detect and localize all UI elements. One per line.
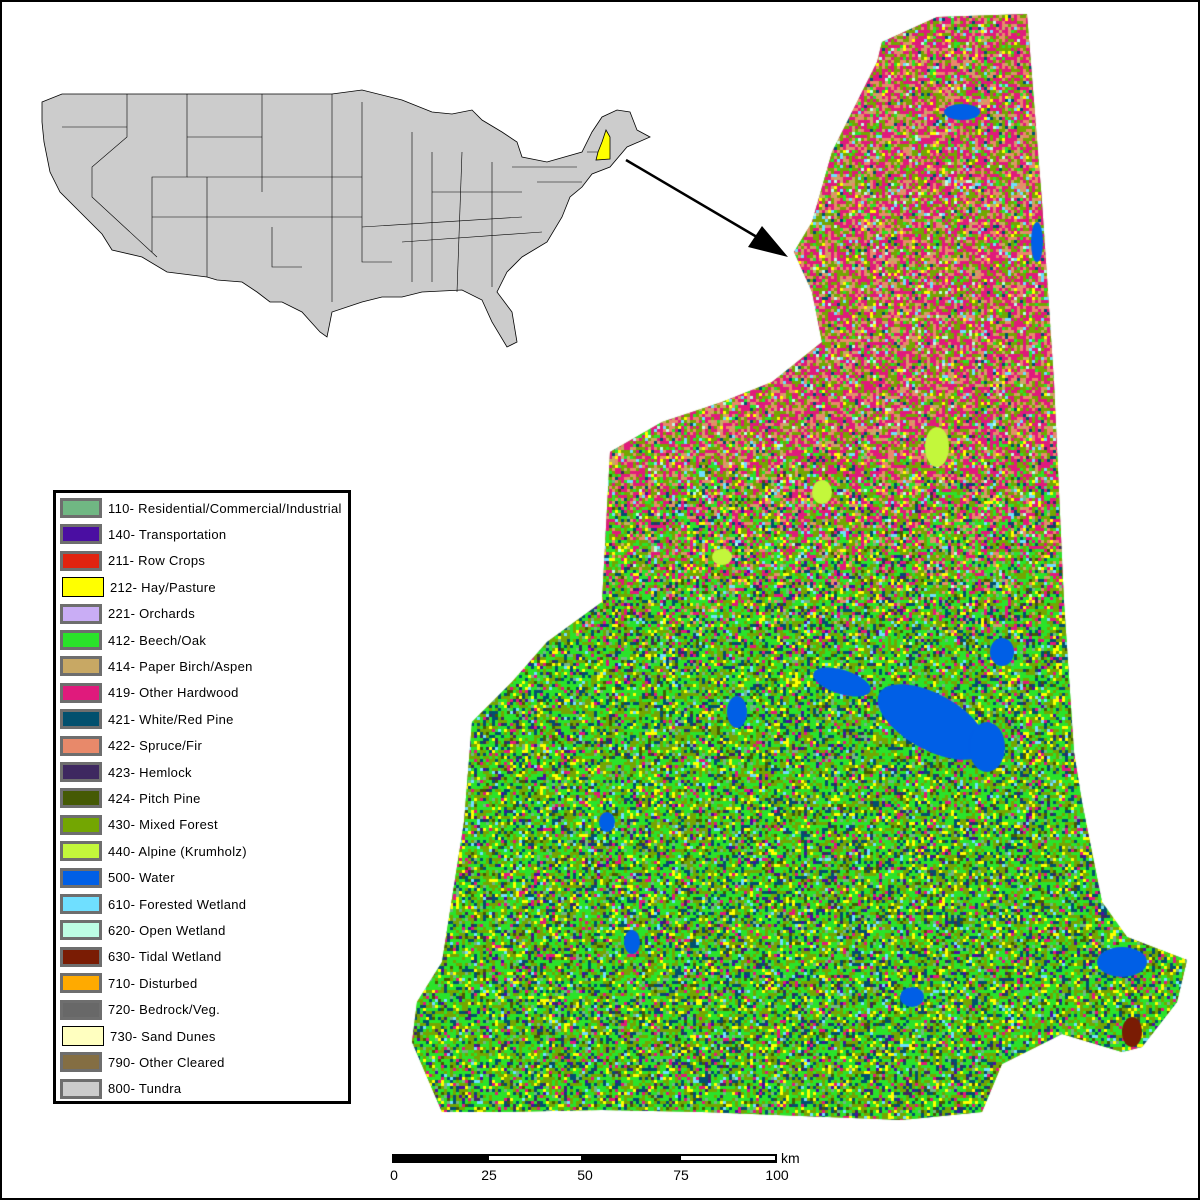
state-borders xyxy=(62,94,607,302)
scale-tick-label: 0 xyxy=(390,1167,398,1183)
legend-swatch xyxy=(60,709,102,730)
legend-item: 620- Open Wetland xyxy=(60,919,226,941)
legend-swatch xyxy=(60,999,102,1020)
legend-swatch xyxy=(60,762,102,782)
legend-item: 412- Beech/Oak xyxy=(60,629,206,651)
legend-swatch xyxy=(62,577,104,598)
legend-label: 140- Transportation xyxy=(108,526,227,542)
legend-label: 423- Hemlock xyxy=(108,764,192,780)
legend-item: 419- Other Hardwood xyxy=(60,682,239,704)
legend-item: 720- Bedrock/Veg. xyxy=(60,999,220,1021)
legend-swatch xyxy=(62,1026,104,1046)
scale-bar: km 0 25 50 75 100 xyxy=(390,1150,812,1194)
legend-label: 500- Water xyxy=(108,870,175,886)
legend-label: 710- Disturbed xyxy=(108,975,198,991)
legend-label: 630- Tidal Wetland xyxy=(108,949,222,965)
legend-label: 730- Sand Dunes xyxy=(110,1028,216,1044)
legend-item: 421- White/Red Pine xyxy=(60,708,234,730)
legend-swatch xyxy=(60,973,102,994)
us-outline xyxy=(41,89,651,348)
legend-item: 110- Residential/Commercial/Industrial xyxy=(60,497,342,519)
scale-tick-label: 25 xyxy=(481,1167,497,1183)
legend-swatch xyxy=(60,630,102,650)
legend-label: 790- Other Cleared xyxy=(108,1054,225,1070)
legend-item: 221- Orchards xyxy=(60,603,195,625)
legend-swatch xyxy=(60,920,102,941)
legend-label: 720- Bedrock/Veg. xyxy=(108,1002,221,1018)
legend-swatch xyxy=(60,946,102,967)
legend-label: 110- Residential/Commercial/Industrial xyxy=(108,500,342,516)
legend-label: 221- Orchards xyxy=(108,606,195,622)
legend-item: 730- Sand Dunes xyxy=(60,1025,216,1047)
legend-label: 610- Forested Wetland xyxy=(108,896,247,912)
legend-label: 430- Mixed Forest xyxy=(108,817,218,833)
legend-item: 414- Paper Birch/Aspen xyxy=(60,655,253,677)
scale-tick-label: 75 xyxy=(673,1167,689,1183)
legend-item: 140- Transportation xyxy=(60,523,226,545)
legend-swatch xyxy=(60,867,102,888)
legend-swatch xyxy=(60,1078,102,1099)
legend-item: 440- Alpine (Krumholz) xyxy=(60,840,247,862)
legend-label: 800- Tundra xyxy=(108,1081,182,1097)
legend-swatch xyxy=(60,524,102,545)
legend-swatch xyxy=(60,656,102,677)
legend-swatch xyxy=(60,603,102,624)
legend-label: 211- Row Crops xyxy=(108,553,206,569)
scale-unit: km xyxy=(781,1150,800,1166)
scale-bar-graphic xyxy=(392,1154,777,1163)
legend-label: 440- Alpine (Krumholz) xyxy=(108,843,247,859)
legend-label: 620- Open Wetland xyxy=(108,922,226,938)
legend-item: 630- Tidal Wetland xyxy=(60,946,222,968)
legend-item: 211- Row Crops xyxy=(60,550,205,572)
legend-item: 790- Other Cleared xyxy=(60,1051,225,1073)
legend-item: 430- Mixed Forest xyxy=(60,814,218,836)
legend-swatch xyxy=(60,1052,102,1073)
legend-swatch xyxy=(60,841,102,862)
legend-swatch xyxy=(60,550,102,571)
scale-tick-label: 100 xyxy=(765,1167,789,1183)
legend-label: 414- Paper Birch/Aspen xyxy=(108,658,253,674)
legend-item: 422- Spruce/Fir xyxy=(60,735,202,757)
legend-label: 212- Hay/Pasture xyxy=(110,579,216,595)
legend-swatch xyxy=(60,498,102,518)
legend-item: 212- Hay/Pasture xyxy=(60,576,216,598)
legend-item: 610- Forested Wetland xyxy=(60,893,246,915)
legend-label: 422- Spruce/Fir xyxy=(108,738,203,754)
legend-label: 412- Beech/Oak xyxy=(108,632,207,648)
legend-item: 800- Tundra xyxy=(60,1078,181,1100)
legend-label: 421- White/Red Pine xyxy=(108,711,234,727)
legend-swatch xyxy=(60,788,102,809)
legend-item: 423- Hemlock xyxy=(60,761,192,783)
new-hampshire-highlight xyxy=(595,129,611,161)
legend-item: 710- Disturbed xyxy=(60,972,197,994)
legend-item: 500- Water xyxy=(60,867,175,889)
legend-swatch xyxy=(60,814,102,835)
legend-swatch xyxy=(60,894,102,914)
legend-swatch xyxy=(60,735,102,756)
legend-swatch xyxy=(60,682,102,703)
legend-item: 424- Pitch Pine xyxy=(60,787,201,809)
locator-arrow xyxy=(625,158,763,242)
scale-tick-label: 50 xyxy=(577,1167,593,1183)
legend-label: 424- Pitch Pine xyxy=(108,790,201,806)
legend-label: 419- Other Hardwood xyxy=(108,685,239,701)
legend: 110- Residential/Commercial/Industrial 14… xyxy=(53,490,351,1104)
arrow-head-icon xyxy=(748,226,788,257)
